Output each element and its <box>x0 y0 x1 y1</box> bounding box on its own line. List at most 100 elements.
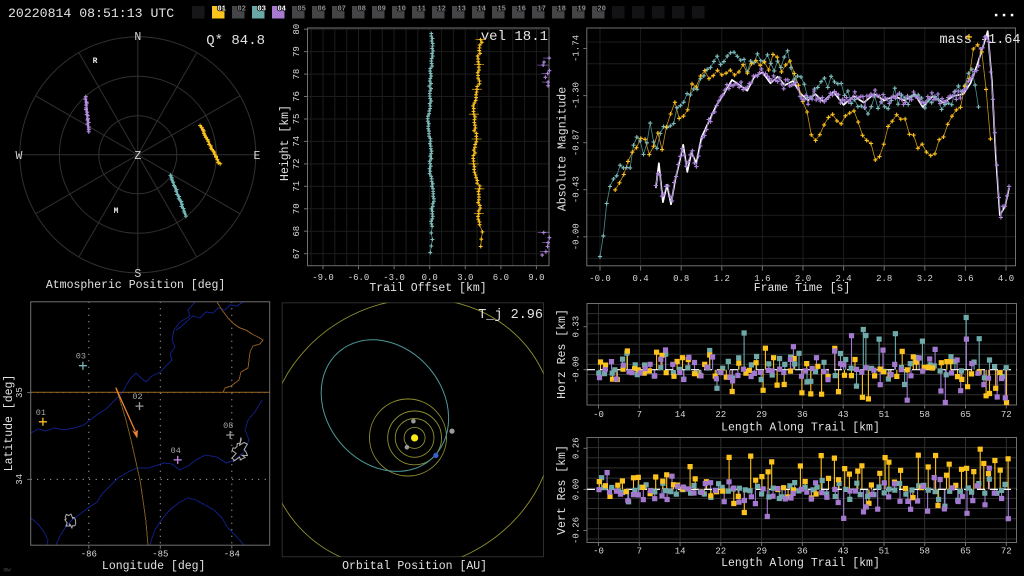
svg-text:03: 03 <box>76 352 86 362</box>
svg-text:7: 7 <box>637 546 642 556</box>
svg-text:vel 18.1: vel 18.1 <box>481 29 548 45</box>
svg-text:mass -1.64: mass -1.64 <box>939 33 1020 48</box>
svg-text:80: 80 <box>292 24 302 35</box>
svg-text:13: 13 <box>457 6 466 14</box>
svg-text:M: M <box>114 207 119 216</box>
svg-text:72: 72 <box>1001 546 1012 556</box>
svg-text:T_j 2.96: T_j 2.96 <box>478 308 543 323</box>
svg-text:14: 14 <box>675 410 686 420</box>
svg-text:Q* 84.8: Q* 84.8 <box>206 33 265 49</box>
svg-text:36: 36 <box>797 410 808 420</box>
svg-text:09: 09 <box>377 6 386 14</box>
svg-text:10: 10 <box>397 6 406 14</box>
svg-text:-0.00: -0.00 <box>572 356 582 383</box>
svg-text:Z: Z <box>134 150 141 163</box>
svg-text:0.33: 0.33 <box>572 316 582 338</box>
svg-text:72: 72 <box>1001 410 1012 420</box>
svg-text:16: 16 <box>517 6 526 14</box>
svg-text:05: 05 <box>297 6 306 14</box>
svg-text:6.0: 6.0 <box>493 273 509 283</box>
svg-text:65: 65 <box>960 546 971 556</box>
svg-text:01: 01 <box>36 408 46 418</box>
svg-text:Height [km]: Height [km] <box>279 105 292 181</box>
svg-text:mw: mw <box>4 567 12 574</box>
svg-text:7: 7 <box>637 410 642 420</box>
svg-text:11: 11 <box>417 6 426 14</box>
svg-text:43: 43 <box>838 410 849 420</box>
svg-text:04: 04 <box>277 6 286 14</box>
svg-text:20220814 08:51:13 UTC: 20220814 08:51:13 UTC <box>8 6 174 21</box>
svg-text:67: 67 <box>292 248 302 259</box>
svg-text:-1.74: -1.74 <box>571 35 581 62</box>
svg-text:29: 29 <box>756 546 767 556</box>
svg-text:W: W <box>16 150 23 163</box>
svg-text:78: 78 <box>292 69 302 80</box>
svg-text:02: 02 <box>132 392 142 402</box>
svg-text:-9.0: -9.0 <box>312 273 334 283</box>
svg-text:Length Along Trail [km]: Length Along Trail [km] <box>721 557 880 570</box>
svg-text:75: 75 <box>292 114 302 125</box>
svg-text:3.2: 3.2 <box>917 274 933 284</box>
svg-text:14: 14 <box>675 546 686 556</box>
svg-text:03: 03 <box>257 6 266 14</box>
svg-text:22: 22 <box>715 546 726 556</box>
svg-text:-0: -0 <box>593 546 604 556</box>
svg-text:Longitude [deg]: Longitude [deg] <box>102 560 206 573</box>
svg-text:-0.87: -0.87 <box>571 129 581 156</box>
svg-text:22: 22 <box>715 410 726 420</box>
svg-text:R: R <box>93 57 98 66</box>
svg-text:36: 36 <box>797 546 808 556</box>
svg-text:Frame Time [s]: Frame Time [s] <box>754 282 851 295</box>
svg-text:-1.30: -1.30 <box>571 82 581 109</box>
svg-text:07: 07 <box>337 6 346 14</box>
svg-text:71: 71 <box>292 181 302 192</box>
svg-text:51: 51 <box>879 410 890 420</box>
svg-text:Orbital Position [AU]: Orbital Position [AU] <box>342 560 487 573</box>
svg-text:70: 70 <box>292 203 302 214</box>
svg-text:51: 51 <box>879 546 890 556</box>
svg-text:18: 18 <box>557 6 566 14</box>
svg-text:Latitude [deg]: Latitude [deg] <box>3 375 16 472</box>
svg-text:9.0: 9.0 <box>528 273 544 283</box>
svg-text:0.0: 0.0 <box>422 273 438 283</box>
svg-text:0.8: 0.8 <box>673 274 689 284</box>
svg-text:58: 58 <box>919 546 930 556</box>
svg-text:3.6: 3.6 <box>957 274 973 284</box>
svg-text:Vert Res [km]: Vert Res [km] <box>556 445 569 535</box>
svg-text:04: 04 <box>171 446 181 456</box>
svg-text:02: 02 <box>237 6 246 14</box>
svg-text:Trail Offset [km]: Trail Offset [km] <box>369 282 486 295</box>
svg-text:43: 43 <box>838 546 849 556</box>
svg-text:12: 12 <box>437 6 446 14</box>
svg-text:29: 29 <box>756 410 767 420</box>
svg-text:20: 20 <box>597 6 606 14</box>
svg-text:76: 76 <box>292 91 302 102</box>
svg-text:19: 19 <box>577 6 586 14</box>
svg-text:34: 34 <box>15 474 25 485</box>
svg-text:0.26: 0.26 <box>572 437 582 459</box>
svg-text:06: 06 <box>317 6 326 14</box>
svg-text:2.8: 2.8 <box>876 274 892 284</box>
svg-text:Atmospheric Position [deg]: Atmospheric Position [deg] <box>46 279 225 292</box>
svg-text:-0.00: -0.00 <box>571 223 581 250</box>
svg-text:Length Along Trail [km]: Length Along Trail [km] <box>721 422 880 435</box>
svg-text:-0.26: -0.26 <box>572 517 582 544</box>
svg-text:-0.0: -0.0 <box>589 274 611 284</box>
svg-text:65: 65 <box>960 410 971 420</box>
svg-text:0.4: 0.4 <box>632 274 648 284</box>
svg-text:1.6: 1.6 <box>754 274 770 284</box>
svg-text:58: 58 <box>919 410 930 420</box>
svg-text:1.2: 1.2 <box>714 274 730 284</box>
svg-text:N: N <box>134 31 141 44</box>
svg-text:S: S <box>134 268 141 281</box>
svg-text:08: 08 <box>357 6 366 14</box>
svg-text:-6.0: -6.0 <box>348 273 370 283</box>
svg-text:Absolute Magnitude: Absolute Magnitude <box>557 87 570 211</box>
svg-text:17: 17 <box>537 6 546 14</box>
svg-text:68: 68 <box>292 226 302 237</box>
svg-text:-0.43: -0.43 <box>571 176 581 203</box>
svg-text:72: 72 <box>292 158 302 169</box>
svg-text:0.00: 0.00 <box>572 479 582 501</box>
svg-text:01: 01 <box>217 6 226 14</box>
svg-text:Horz Res [km]: Horz Res [km] <box>556 309 569 399</box>
